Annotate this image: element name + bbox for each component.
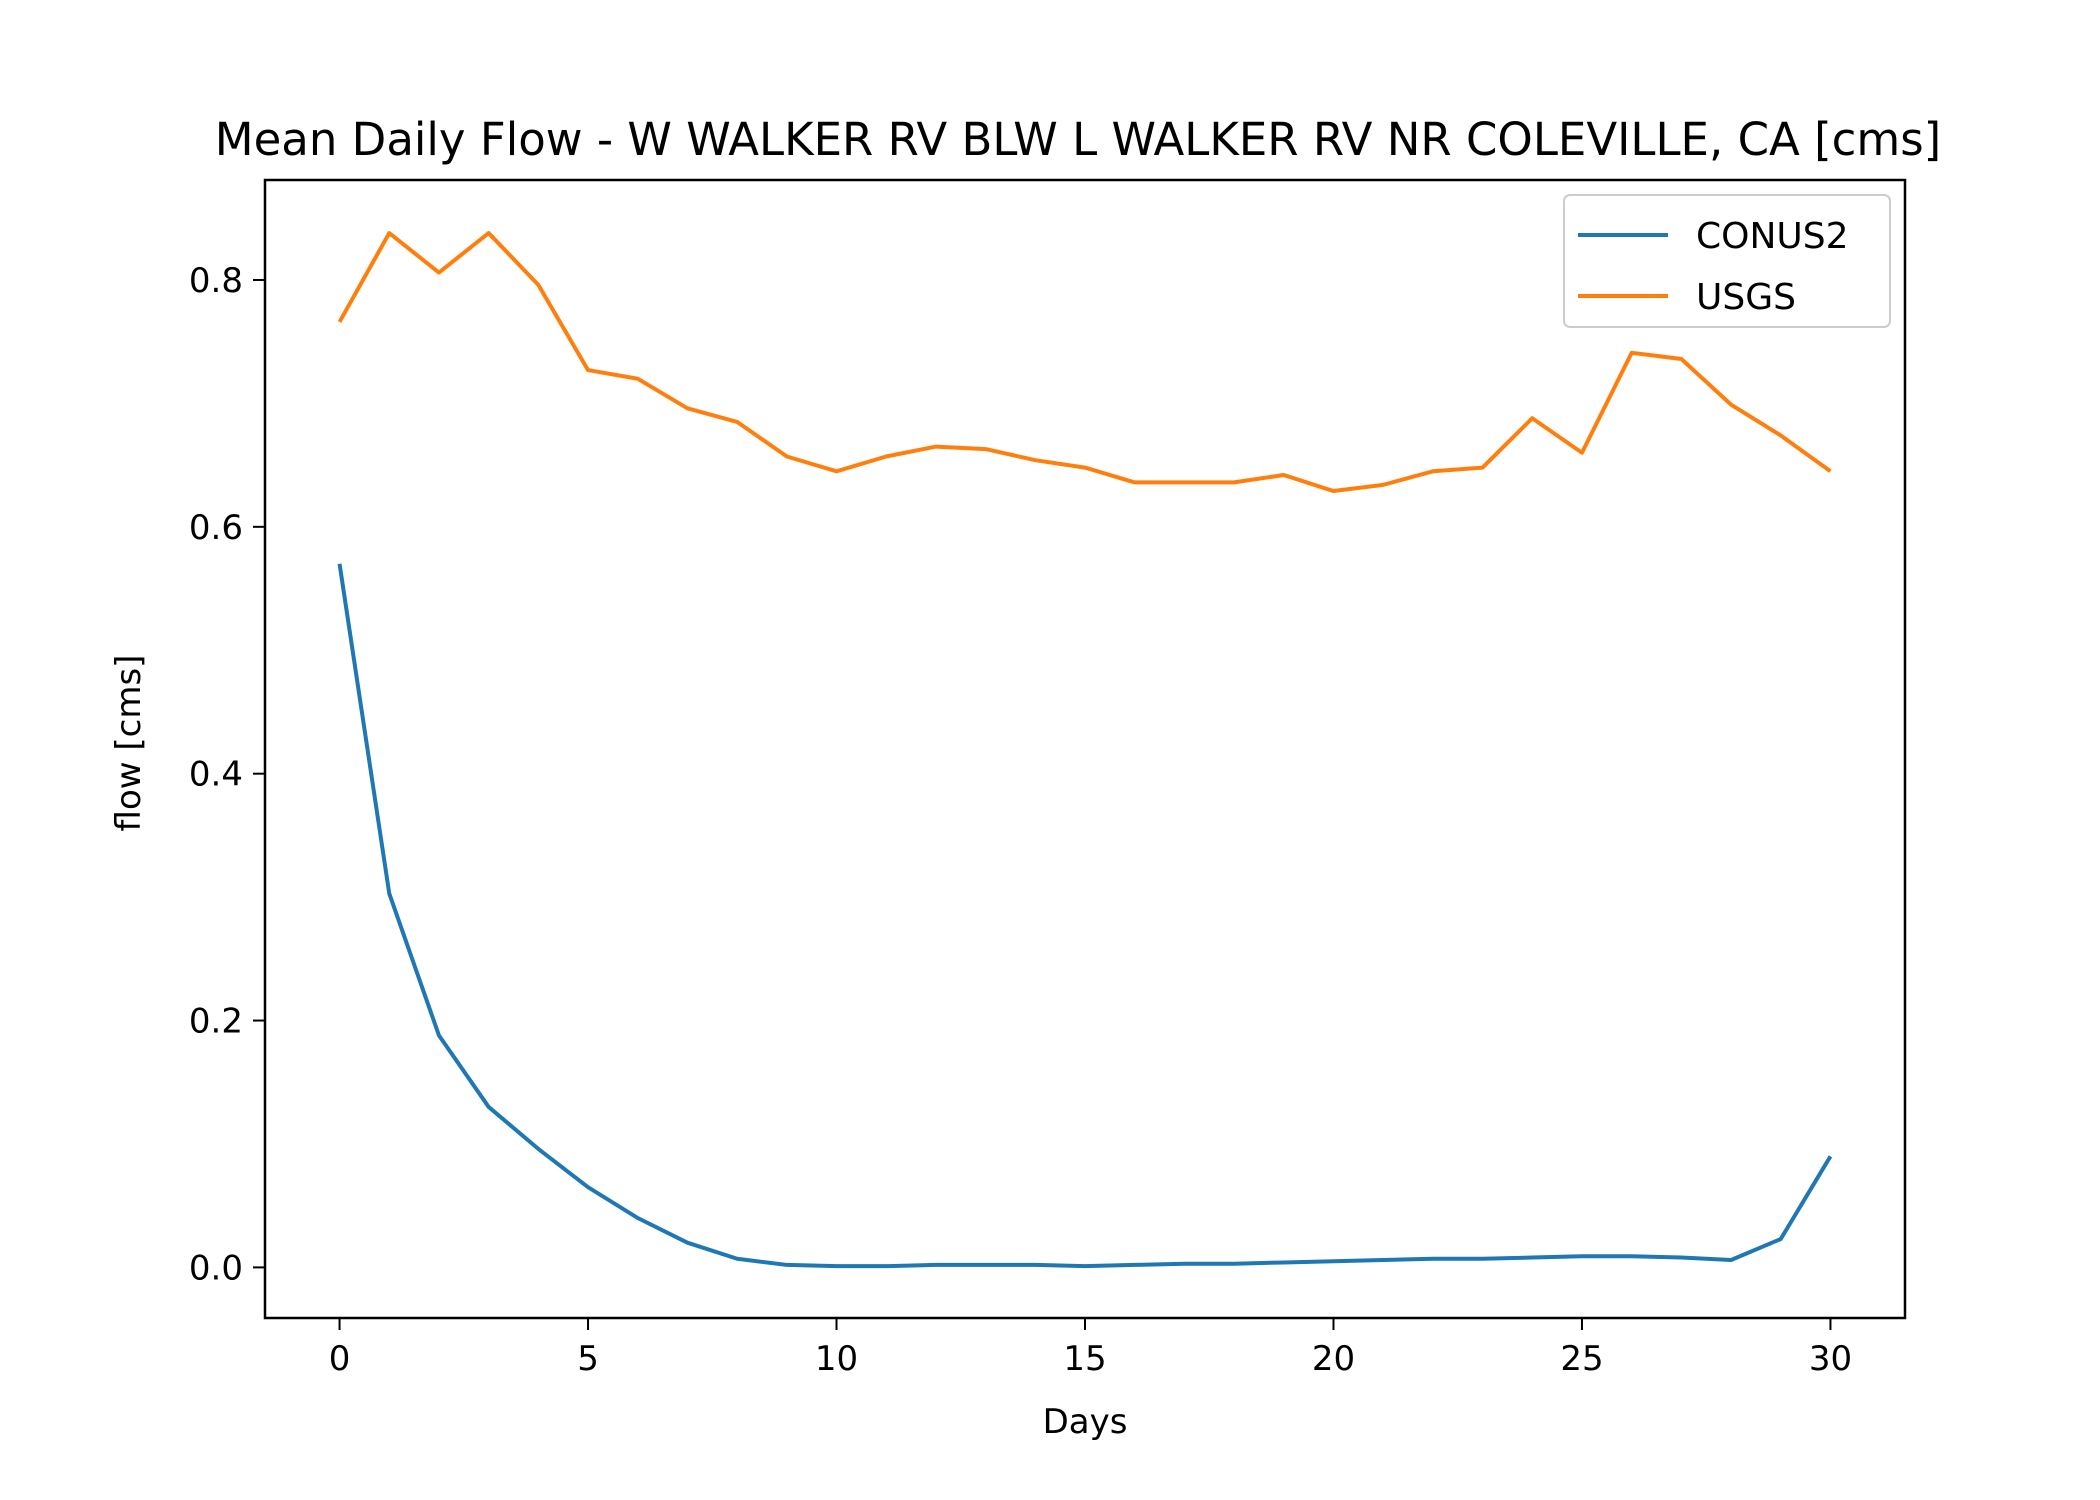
- y-tick-label: 0.2: [189, 1002, 243, 1042]
- data-point-conus2: [1779, 1237, 1783, 1241]
- series-line-usgs: [337, 231, 1832, 494]
- data-point-conus2: [1580, 1254, 1584, 1258]
- data-point-conus2: [934, 1263, 938, 1267]
- data-point-conus2: [1381, 1258, 1385, 1262]
- data-point-usgs: [1033, 458, 1037, 462]
- data-point-usgs: [586, 368, 590, 372]
- series-layer: [337, 231, 1833, 1269]
- data-point-conus2: [884, 1264, 888, 1268]
- axes-layer: 0 5 10 15 20 25 30 0.0 0.2 0.4 0.6 0.8: [189, 178, 1907, 1379]
- data-point-conus2: [1232, 1262, 1236, 1266]
- data-point-usgs: [1331, 489, 1335, 493]
- data-point-usgs: [1580, 451, 1584, 455]
- data-point-usgs: [636, 377, 640, 381]
- data-point-usgs: [1282, 473, 1286, 477]
- data-point-conus2: [536, 1147, 540, 1151]
- data-point-conus2: [437, 1033, 441, 1037]
- data-point-conus2: [1282, 1260, 1286, 1264]
- data-point-conus2: [1182, 1262, 1186, 1266]
- data-point-conus2: [1530, 1256, 1534, 1260]
- data-point-conus2: [1133, 1263, 1137, 1267]
- data-point-conus2: [1431, 1257, 1435, 1261]
- data-point-usgs: [1133, 480, 1137, 484]
- data-point-usgs: [1828, 469, 1832, 473]
- data-point-conus2: [1083, 1264, 1087, 1268]
- data-point-conus2: [984, 1263, 988, 1267]
- data-point-conus2: [338, 562, 342, 566]
- legend-label-conus2: CONUS2: [1696, 216, 1849, 257]
- data-point-usgs: [387, 231, 391, 235]
- data-point-conus2: [487, 1105, 491, 1109]
- data-point-conus2: [586, 1185, 590, 1189]
- data-point-usgs: [1779, 433, 1783, 437]
- data-point-usgs: [1232, 480, 1236, 484]
- data-point-conus2: [1331, 1259, 1335, 1263]
- data-point-usgs: [1530, 416, 1534, 420]
- data-point-usgs: [785, 454, 789, 458]
- data-point-usgs: [1729, 403, 1733, 407]
- data-point-usgs: [1182, 480, 1186, 484]
- data-point-conus2: [835, 1264, 839, 1268]
- x-tick-label: 15: [1063, 1339, 1106, 1379]
- data-point-usgs: [536, 283, 540, 287]
- x-axis-label: Days: [1043, 1402, 1128, 1442]
- x-tick-label: 0: [329, 1339, 351, 1379]
- x-tick-label: 5: [577, 1339, 599, 1379]
- y-tick-label: 0.4: [189, 755, 243, 795]
- data-point-usgs: [437, 271, 441, 275]
- legend-label-usgs: USGS: [1696, 277, 1796, 318]
- y-tick-label: 0.6: [189, 508, 243, 548]
- legend: CONUS2 USGS: [1563, 194, 1891, 328]
- data-point-usgs: [487, 231, 491, 235]
- data-point-conus2: [1679, 1256, 1683, 1260]
- series-line-conus2: [337, 563, 1833, 1269]
- data-point-conus2: [1033, 1263, 1037, 1267]
- y-tick-label: 0.8: [189, 261, 243, 301]
- x-tick-label: 30: [1809, 1339, 1852, 1379]
- data-point-conus2: [1828, 1154, 1832, 1158]
- data-point-usgs: [1679, 357, 1683, 361]
- data-point-usgs: [984, 447, 988, 451]
- data-point-conus2: [1481, 1257, 1485, 1261]
- data-point-conus2: [387, 891, 391, 895]
- data-point-usgs: [735, 420, 739, 424]
- chart-title: Mean Daily Flow - W WALKER RV BLW L WALK…: [215, 113, 1941, 166]
- data-point-conus2: [735, 1257, 739, 1261]
- data-point-conus2: [636, 1216, 640, 1220]
- data-point-usgs: [1431, 469, 1435, 473]
- data-point-conus2: [1729, 1258, 1733, 1262]
- y-axis-label: flow [cms]: [109, 655, 149, 832]
- data-point-usgs: [685, 406, 689, 410]
- data-point-usgs: [338, 320, 342, 324]
- data-point-usgs: [1630, 351, 1634, 355]
- data-point-usgs: [1381, 483, 1385, 487]
- data-point-conus2: [1630, 1254, 1634, 1258]
- x-tick-label: 20: [1312, 1339, 1355, 1379]
- data-point-usgs: [1481, 466, 1485, 470]
- x-tick-label: 25: [1560, 1339, 1603, 1379]
- data-point-conus2: [685, 1241, 689, 1245]
- data-point-usgs: [835, 469, 839, 473]
- data-point-usgs: [884, 454, 888, 458]
- data-point-usgs: [1083, 466, 1087, 470]
- data-point-conus2: [785, 1263, 789, 1267]
- data-point-usgs: [934, 445, 938, 449]
- y-tick-label: 0.0: [189, 1248, 243, 1288]
- x-tick-label: 10: [815, 1339, 858, 1379]
